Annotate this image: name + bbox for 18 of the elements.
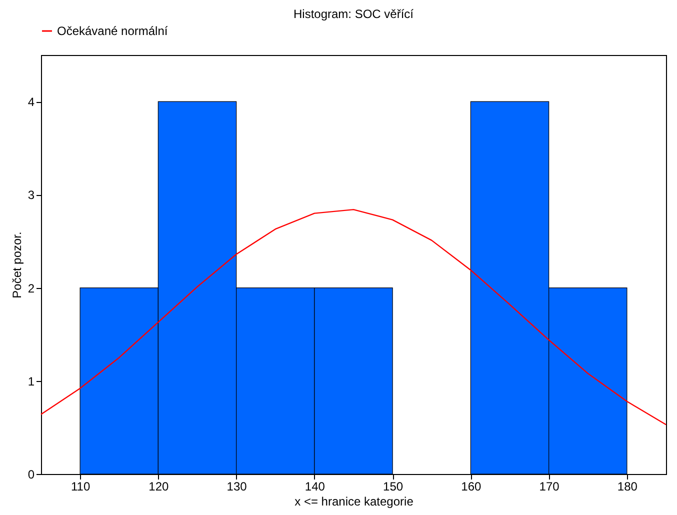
y-tick-label: 0 bbox=[28, 468, 35, 482]
y-tick-label: 4 bbox=[28, 95, 35, 110]
x-tick-label: 140 bbox=[304, 480, 326, 494]
y-tick-label: 3 bbox=[28, 188, 35, 202]
x-tick-label: 110 bbox=[70, 480, 90, 494]
y-tick-label: 2 bbox=[28, 281, 35, 296]
line-series bbox=[40, 208, 667, 426]
y-axis-title: Počet pozor. bbox=[10, 232, 24, 298]
x-axis-title: x <= hranice kategorie bbox=[294, 494, 414, 508]
x-tick-label: 180 bbox=[617, 480, 638, 494]
x-tick-label: 170 bbox=[539, 480, 560, 494]
x-tick-label: 120 bbox=[148, 480, 170, 494]
x-tick-label: 160 bbox=[461, 480, 482, 494]
x-tick-label: 150 bbox=[383, 480, 404, 494]
x-tick-label: 130 bbox=[226, 480, 248, 494]
chart-title: Histogram: SOC věřící bbox=[293, 7, 414, 21]
legend-label: Očekávané normální bbox=[57, 24, 168, 38]
y-tick-label: 1 bbox=[28, 374, 35, 388]
